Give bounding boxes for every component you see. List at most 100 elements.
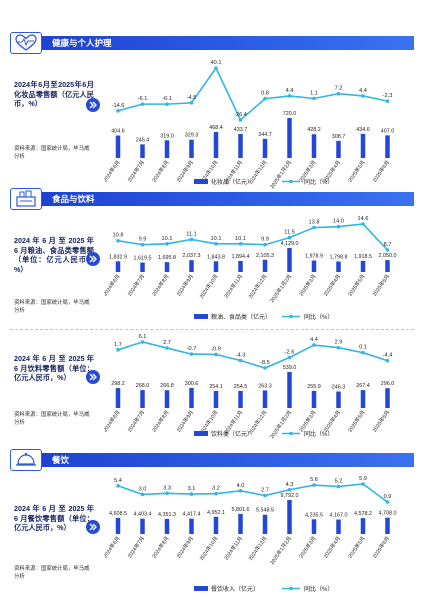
x-tick-label: 2024年11月: [222, 273, 244, 300]
bar: [238, 260, 243, 272]
yoy-value-label: 0.1: [359, 345, 367, 351]
bar-value-label: 1,894.4: [232, 254, 250, 260]
yoy-value-label: 3.2: [212, 486, 220, 492]
x-tick-label: 2025年3月: [297, 273, 318, 298]
chart-panel-food: 2024 年 6 月 至 2025 年 6 月粮油、食品类零售额（单位：亿元人民…: [10, 214, 414, 326]
bar-value-label: 1,918.5: [354, 254, 372, 260]
yoy-value-label: -6.1: [138, 96, 148, 102]
yoy-value-label: 4.4: [310, 337, 318, 343]
x-tick-label: 2025年4月: [321, 273, 342, 298]
bar: [189, 518, 194, 534]
chart-panel-beverage: 2024 年 6 月 至 2025 年 6 月饮料零售额（单位：亿元人民币，%）…: [10, 332, 414, 442]
bar: [287, 500, 292, 534]
bar-value-label: 4,129.0: [281, 241, 299, 247]
section-divider: [10, 329, 414, 330]
bar-value-label: 2,050.0: [379, 253, 397, 259]
bar: [115, 135, 121, 158]
bar-value-label: 4,608.5: [109, 511, 127, 517]
bar: [336, 140, 341, 158]
chart-source: 资料来源：国家统计局，毕马威分析: [14, 566, 90, 580]
bar: [336, 519, 341, 534]
health-heart-icon: [10, 32, 42, 54]
yoy-value-label: 1.7: [114, 342, 122, 348]
bar: [140, 144, 145, 158]
bar-value-label: 720.0: [283, 111, 297, 117]
yoy-value-label: 4.0: [237, 483, 245, 489]
yoy-value-label: 4.3: [286, 482, 294, 488]
yoy-point: [189, 237, 194, 242]
x-tick-label: 2025年5月: [346, 535, 367, 560]
yoy-value-label: 10.1: [211, 236, 222, 242]
yoy-point: [312, 96, 316, 101]
bar: [189, 387, 194, 408]
yoy-point: [165, 491, 169, 496]
legend-marker: [289, 586, 293, 591]
bar-value-label: 4,578.2: [354, 511, 372, 517]
yoy-point: [287, 235, 292, 240]
yoy-value-label: -26.4: [234, 112, 247, 118]
section-title: 食品与饮料: [52, 194, 95, 204]
bar: [238, 513, 243, 534]
legend-swatch-bar: [194, 431, 208, 436]
bar-value-label: 404.6: [111, 129, 125, 135]
bar: [385, 388, 390, 408]
bar: [140, 262, 145, 272]
yoy-point: [336, 224, 341, 229]
bar: [287, 248, 292, 272]
section-header-health: 健康与个人护理: [10, 32, 414, 54]
bar: [311, 134, 317, 158]
legend-label: 化妆品（亿元）: [211, 178, 253, 186]
yoy-value-label: 10.1: [235, 236, 246, 242]
section-header-food: 食品与饮料: [10, 188, 414, 210]
bar-value-label: 300.6: [185, 381, 199, 387]
bar: [238, 133, 243, 158]
bar: [262, 514, 268, 534]
chart-panel-dining: 2024 年 6 月 至 2025 年 6 月餐饮零售额（单位：亿元人民币，%）…: [10, 474, 414, 602]
bar: [287, 118, 292, 158]
yoy-value-label: 0.8: [261, 91, 269, 97]
bar-value-label: 5,548.5: [256, 508, 274, 514]
yoy-value-label: 2.7: [261, 488, 269, 494]
bar-value-label: 298.2: [111, 381, 125, 387]
bar-value-label: 1,798.8: [330, 255, 348, 261]
bar-value-label: 4,417.4: [183, 512, 201, 518]
bar: [360, 133, 366, 158]
yoy-value-label: -0.7: [187, 346, 197, 352]
bar: [213, 516, 219, 534]
bar: [140, 390, 145, 408]
bar-value-label: 4,351.3: [158, 512, 176, 518]
yoy-point: [140, 102, 145, 106]
legend-swatch-bar: [194, 586, 208, 591]
bar-value-label: 1,978.9: [305, 253, 323, 259]
legend-marker: [289, 431, 293, 436]
bar: [189, 260, 194, 272]
yoy-value-label: 9.9: [139, 237, 147, 243]
bar: [238, 391, 243, 408]
legend-label: 同比（%）: [304, 178, 333, 186]
yoy-point: [385, 99, 390, 103]
header-bar: [18, 192, 414, 206]
yoy-value-label: 2.7: [163, 340, 171, 346]
x-tick-label: 2024年7月: [125, 159, 146, 184]
x-tick-label: 2024年6月: [104, 159, 122, 184]
bar-value-label: 245.4: [136, 137, 150, 143]
bar: [336, 261, 341, 272]
yoy-value-label: 11.1: [186, 231, 196, 237]
yoy-point: [116, 238, 120, 243]
bar: [213, 391, 219, 408]
bar: [262, 138, 268, 158]
yoy-point: [336, 484, 341, 489]
chevron-right-icon: [86, 520, 100, 534]
x-tick-label: 2024年7月: [125, 273, 146, 298]
yoy-value-label: 9.9: [261, 237, 269, 243]
x-tick-label: 2025年3月: [297, 409, 318, 434]
yoy-point: [140, 340, 145, 344]
yoy-value-label: 13.8: [309, 220, 320, 226]
bar: [360, 518, 366, 534]
yoy-value-label: 8.7: [384, 242, 392, 248]
x-tick-label: 2025年5月: [346, 273, 367, 298]
yoy-point: [189, 101, 194, 105]
chart-description: 2024年6月至2025年6月化妆品零售额（亿元人民币，%）: [14, 80, 94, 108]
yoy-line: [117, 223, 389, 251]
yoy-value-label: 3.1: [188, 486, 196, 492]
